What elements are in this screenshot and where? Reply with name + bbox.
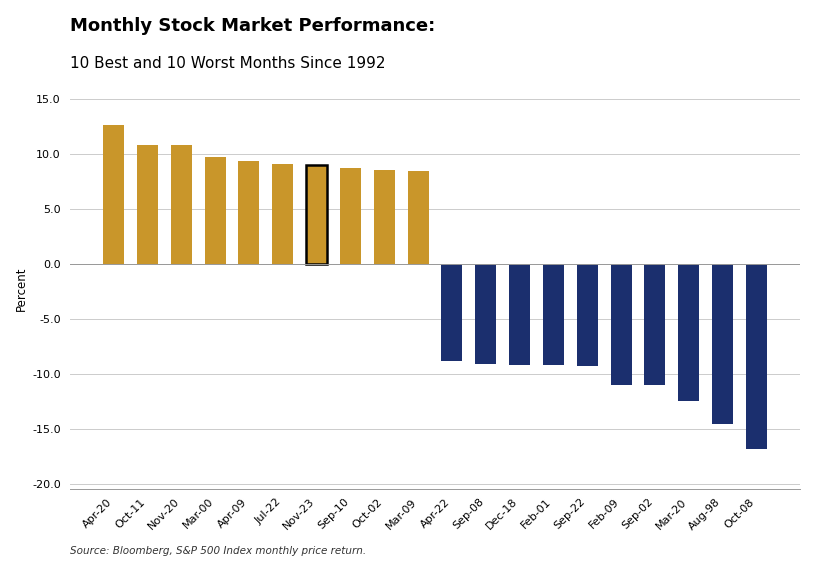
Bar (678, 264, 699, 401)
Bar (340, 169, 361, 264)
Bar (171, 146, 192, 264)
Bar (408, 171, 429, 264)
Bar (374, 170, 394, 264)
Y-axis label: Percent: Percent (15, 266, 28, 311)
Bar (543, 264, 564, 365)
Bar (272, 164, 293, 264)
Bar (239, 161, 259, 264)
Bar (306, 165, 327, 264)
Bar (104, 125, 124, 264)
Bar (475, 264, 496, 364)
Bar (137, 146, 158, 264)
Bar (509, 264, 530, 365)
Bar (610, 264, 632, 385)
Bar (712, 264, 733, 424)
Bar (205, 157, 226, 264)
Text: Source: Bloomberg, S&P 500 Index monthly price return.: Source: Bloomberg, S&P 500 Index monthly… (70, 545, 366, 556)
Bar (577, 264, 597, 366)
Text: Monthly Stock Market Performance:: Monthly Stock Market Performance: (70, 17, 435, 35)
Bar (442, 264, 462, 360)
Text: 10 Best and 10 Worst Months Since 1992: 10 Best and 10 Worst Months Since 1992 (70, 56, 385, 72)
Bar (645, 264, 665, 385)
Bar (746, 264, 767, 450)
